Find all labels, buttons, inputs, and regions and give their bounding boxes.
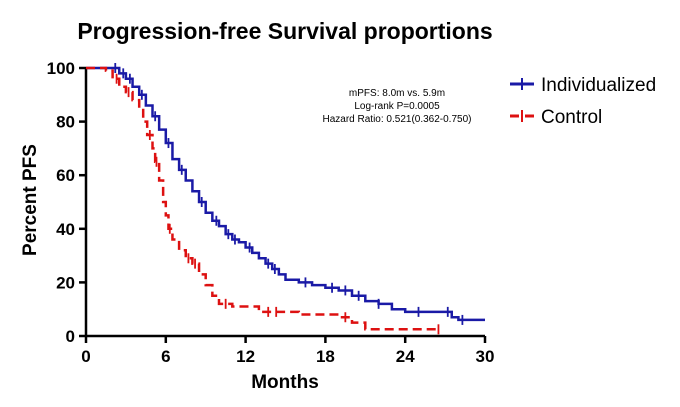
legend-label-individualized: Individualized bbox=[541, 75, 656, 96]
y-tick-label: 60 bbox=[56, 166, 75, 185]
x-tick-label: 24 bbox=[396, 347, 415, 366]
y-axis-label: Percent PFS bbox=[20, 144, 41, 256]
axes bbox=[84, 68, 485, 338]
x-tick-label: 0 bbox=[81, 347, 90, 366]
legend-item-individualized: Individualized bbox=[510, 75, 656, 96]
annotation-mpfs: mPFS: 8.0m vs. 5.9m bbox=[349, 88, 445, 99]
series-line-individualized bbox=[86, 66, 485, 322]
x-tick-label: 18 bbox=[316, 347, 335, 366]
ticks: 0 6 12 18 24 30 0 20 40 60 80 100 bbox=[47, 59, 495, 366]
y-tick-label: 40 bbox=[56, 220, 75, 239]
annotation-hazard-ratio: Hazard Ratio: 0.521(0.362-0.750) bbox=[323, 114, 472, 125]
y-tick-label: 80 bbox=[56, 113, 75, 132]
y-tick-label: 20 bbox=[56, 273, 75, 292]
chart-title: Progression-free Survival proportions bbox=[77, 18, 492, 44]
annotation-logrank: Log-rank P=0.0005 bbox=[354, 101, 440, 112]
y-tick-label: 100 bbox=[47, 59, 75, 78]
plot-area bbox=[86, 63, 485, 335]
legend: Individualized Control bbox=[510, 75, 656, 128]
y-tick-label: 0 bbox=[66, 327, 75, 346]
legend-label-control: Control bbox=[541, 107, 602, 128]
legend-item-control: Control bbox=[510, 107, 602, 128]
x-tick-label: 12 bbox=[236, 347, 255, 366]
x-axis-label: Months bbox=[251, 372, 319, 393]
x-tick-label: 30 bbox=[476, 347, 495, 366]
x-tick-label: 6 bbox=[161, 347, 170, 366]
annotation-block: mPFS: 8.0m vs. 5.9m Log-rank P=0.0005 Ha… bbox=[323, 88, 472, 125]
